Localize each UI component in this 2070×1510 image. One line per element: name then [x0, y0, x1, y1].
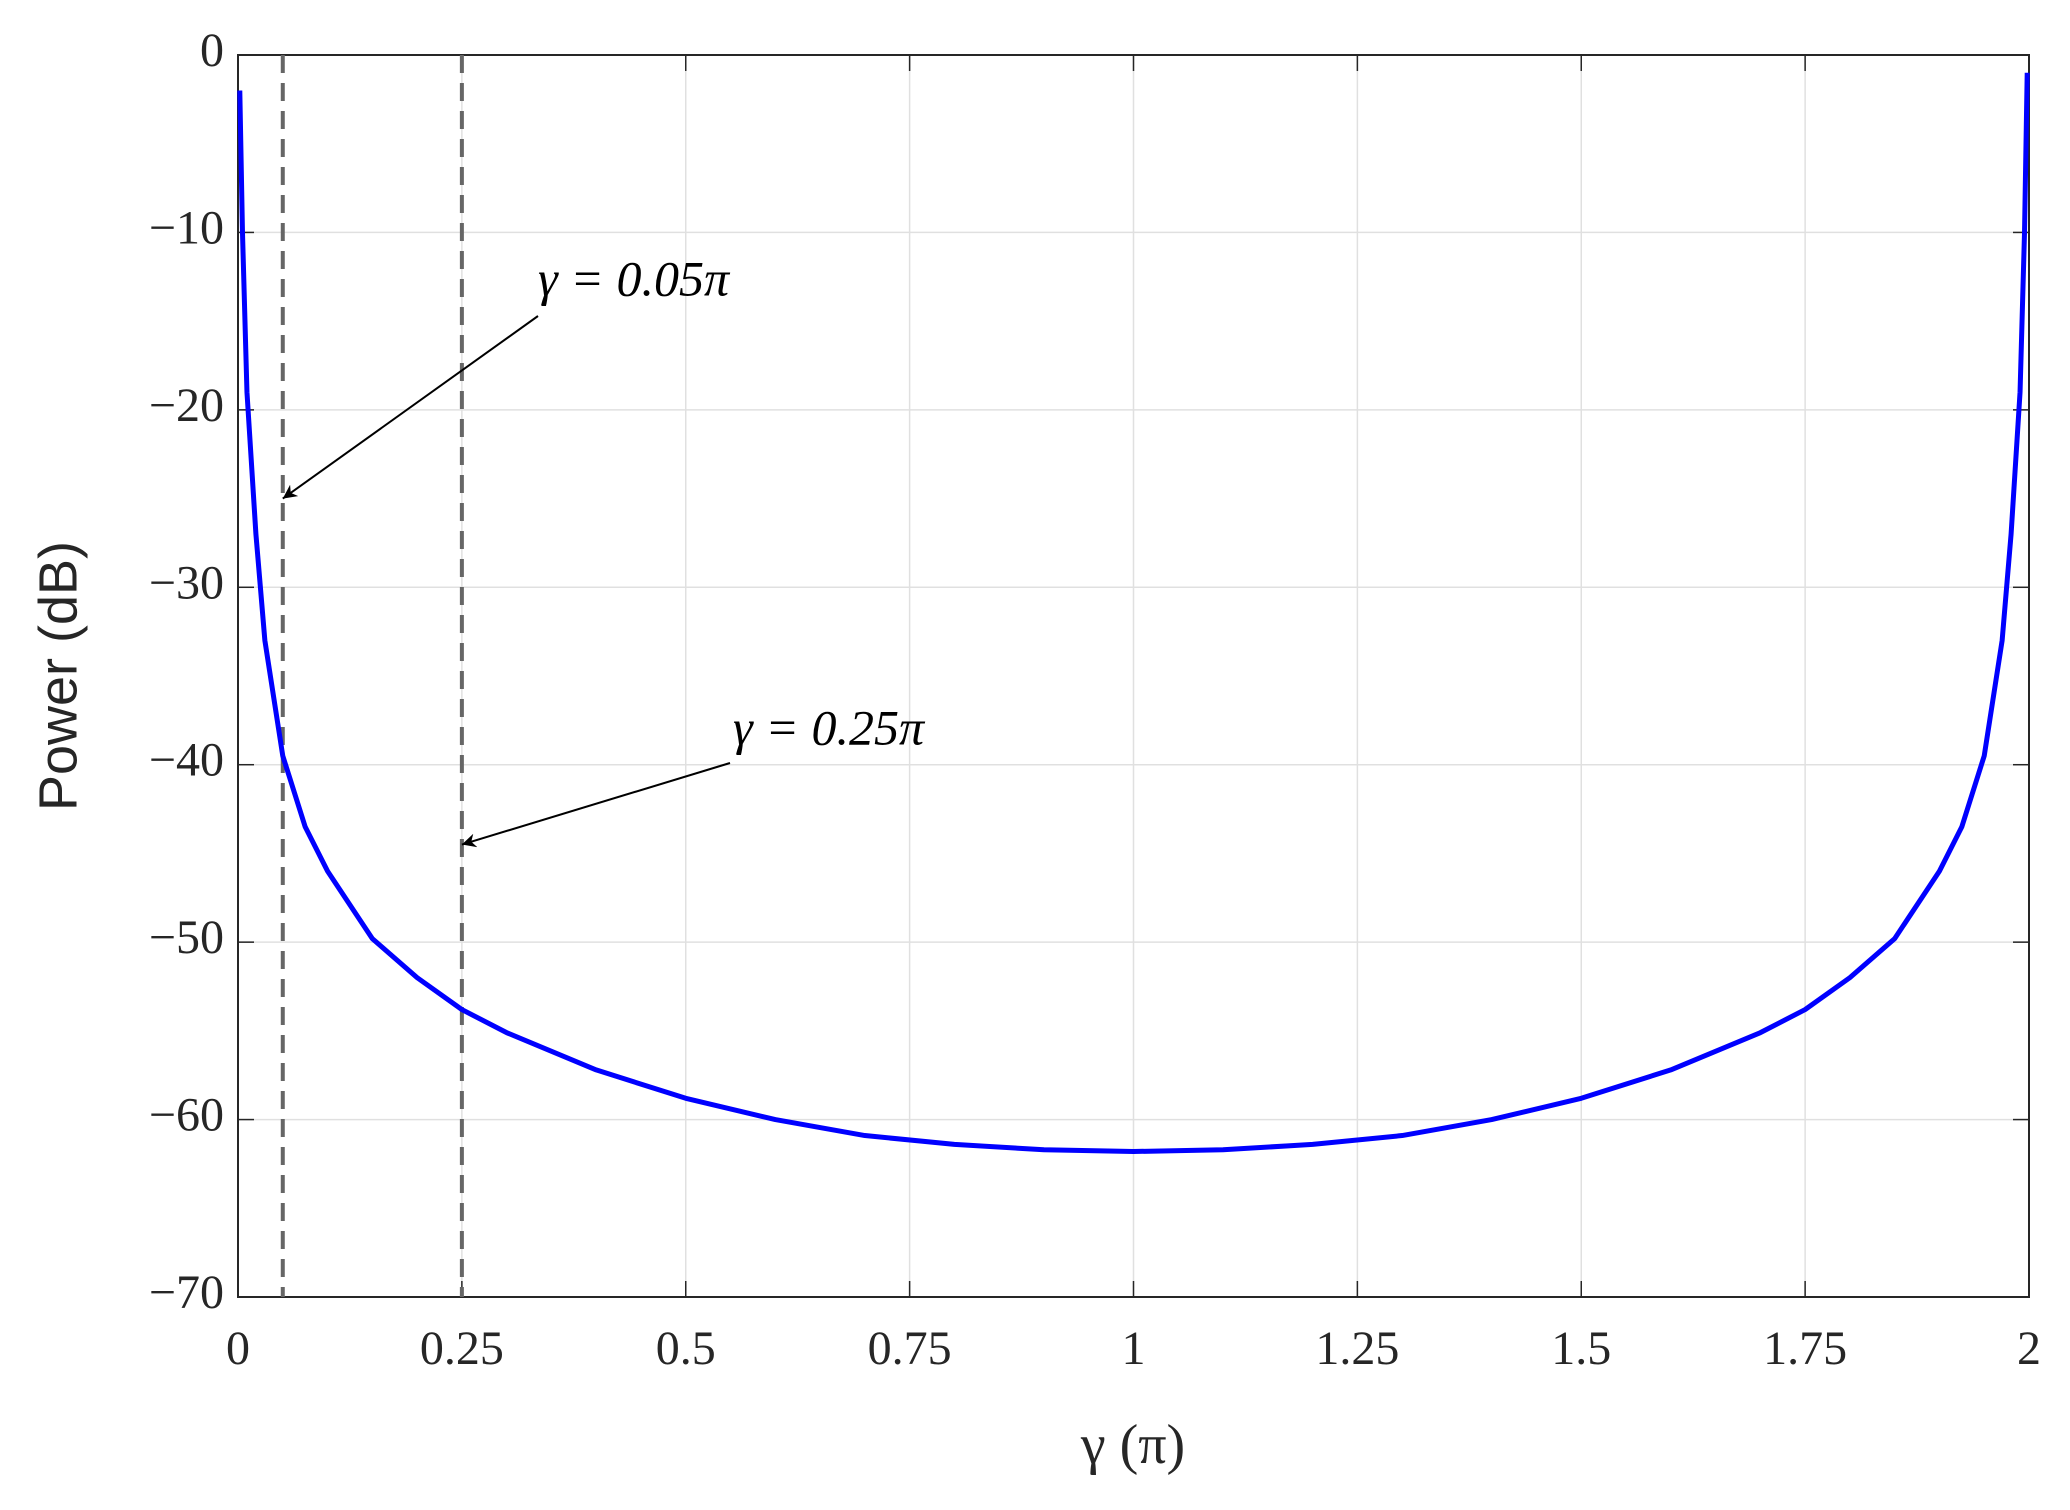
x-tick-label: 0 [226, 1322, 250, 1375]
data-line [237, 72, 2030, 1155]
y-tick-label: −30 [149, 556, 224, 609]
x-tick-label: 0.5 [656, 1322, 716, 1375]
x-tick-label: 2 [2017, 1322, 2041, 1375]
annotation-text: γ = 0.25π [733, 699, 926, 755]
x-tick-label: 1 [1122, 1322, 1146, 1375]
y-axis-label: Power (dB) [28, 541, 88, 811]
y-tick-label: −20 [149, 379, 224, 432]
x-tick-label: 0.75 [868, 1322, 952, 1375]
y-tick-label: −40 [149, 734, 224, 787]
y-tick-label: −60 [149, 1089, 224, 1142]
annotation-arrow [282, 315, 539, 500]
x-tick-label: 1.25 [1315, 1322, 1399, 1375]
annotation-text: γ = 0.05π [538, 250, 731, 306]
y-tick-label: 0 [200, 24, 224, 77]
y-tick-label: −50 [149, 911, 224, 964]
x-tick-label: 0.25 [420, 1322, 504, 1375]
x-tick-label: 1.5 [1551, 1322, 1611, 1375]
x-axis-label: γ (π) [1080, 1414, 1185, 1476]
y-tick-label: −10 [149, 201, 224, 254]
plot-frame [237, 54, 2030, 1298]
x-tick-label: 1.75 [1763, 1322, 1847, 1375]
annotation-arrow [461, 762, 731, 848]
y-tick-label: −70 [149, 1266, 224, 1319]
